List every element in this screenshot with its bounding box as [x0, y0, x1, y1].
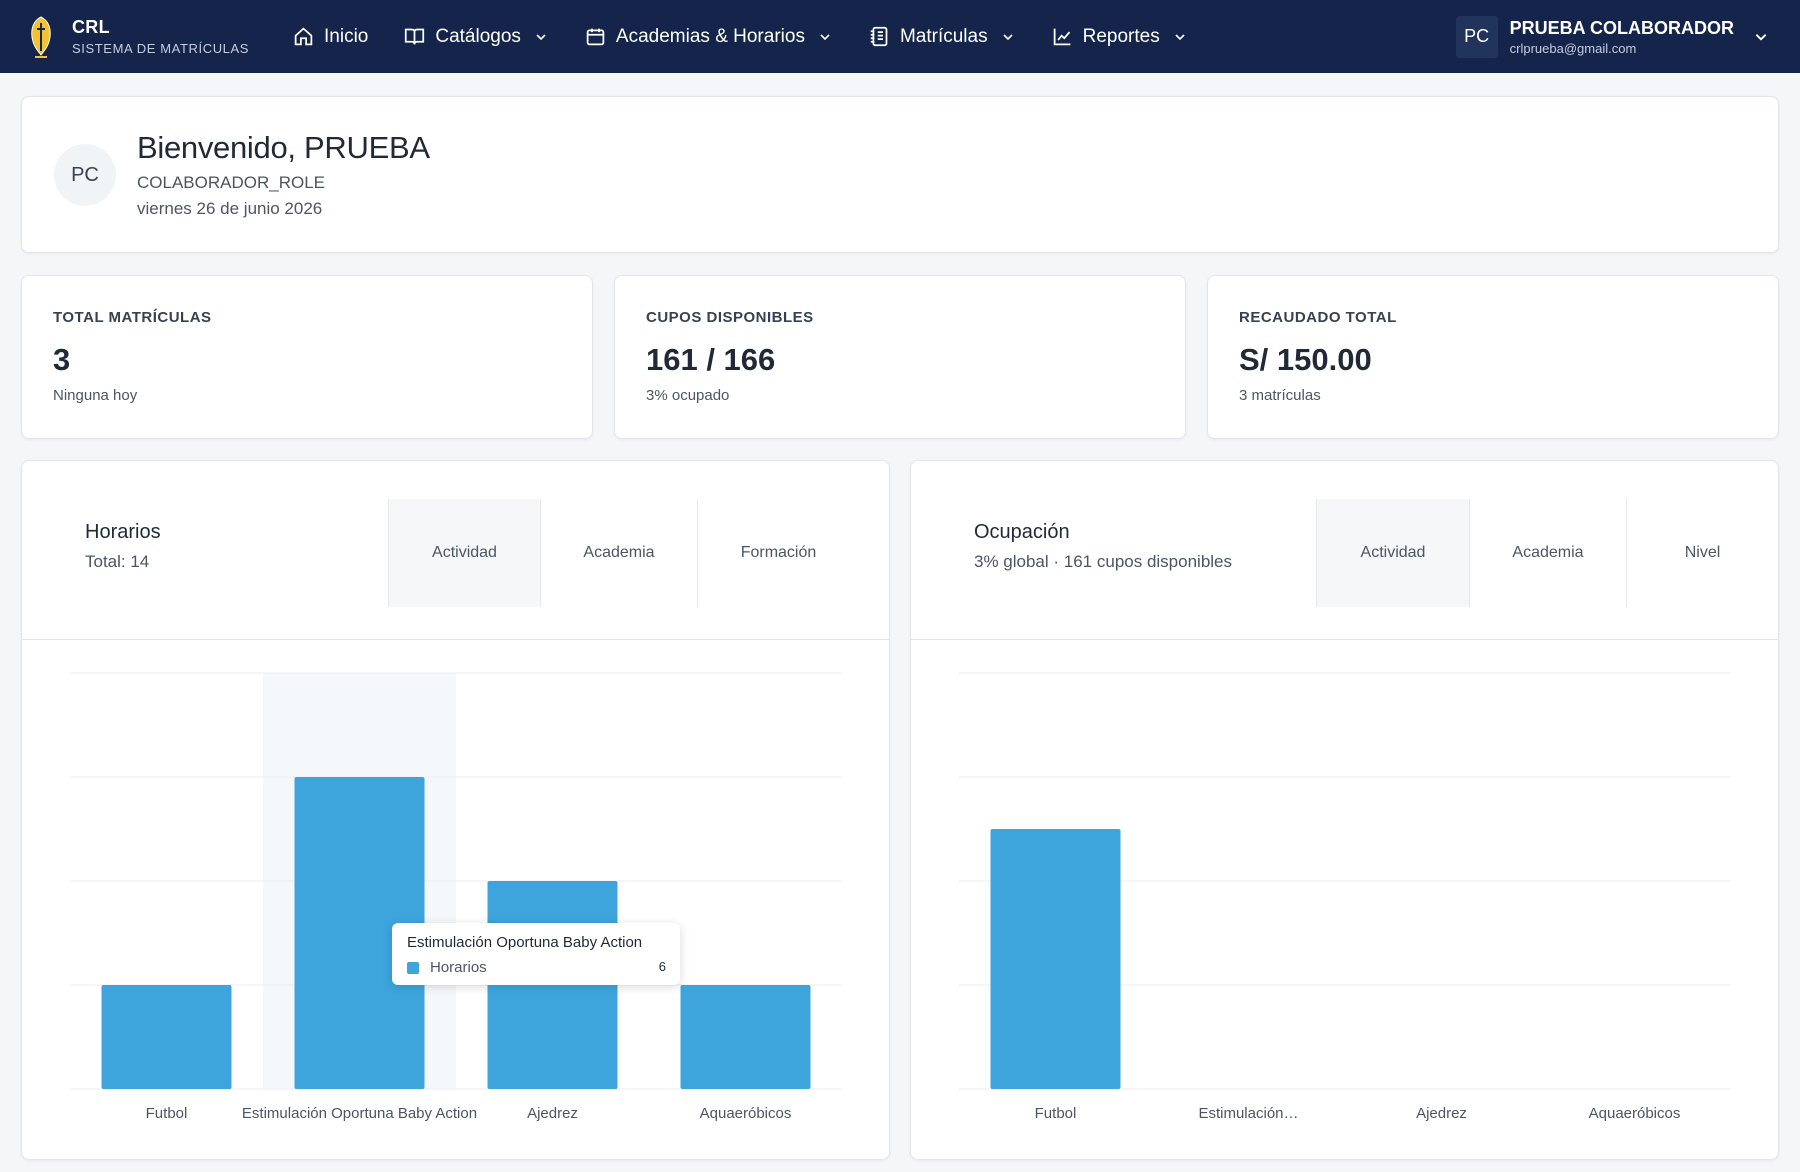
- x-tick-label: Estimulación…: [1198, 1105, 1298, 1122]
- top-navbar: CRL SISTEMA DE MATRÍCULAS Inicio Catálog…: [0, 0, 1800, 73]
- horarios-bar-chart: Futbol Estimulación Oportuna Baby Action A…: [70, 672, 842, 1122]
- book-icon: [405, 28, 425, 45]
- stat-value: S/ 150.00: [1239, 342, 1372, 377]
- stat-subtext: Ninguna hoy: [53, 387, 138, 404]
- ocupacion-chart-card: Ocupación 3% global · 161 cupos disponib…: [910, 460, 1779, 1160]
- welcome-card: PC Bienvenido, PRUEBA COLABORADOR_ROLE v…: [21, 96, 1779, 253]
- ocupacion-bar-chart: Futbol Estimulación… Ajedrez Aquaeróbicos: [959, 672, 1731, 1122]
- chart-tabs: Actividad Academia Formación: [388, 499, 859, 607]
- brand[interactable]: CRL SISTEMA DE MATRÍCULAS: [28, 15, 290, 59]
- chart-title: Ocupación: [974, 521, 1070, 543]
- stat-value: 161 / 166: [646, 342, 776, 377]
- chevron-down-icon: [1755, 33, 1767, 41]
- brand-subtitle: SISTEMA DE MATRÍCULAS: [72, 41, 250, 56]
- calendar-icon: [586, 28, 605, 46]
- tab-actividad[interactable]: Actividad: [388, 499, 540, 607]
- x-tick-label: Futbol: [1035, 1105, 1077, 1122]
- nav-label-catalogos: Catálogos: [435, 25, 521, 47]
- nav-item-inicio[interactable]: Inicio: [293, 0, 368, 73]
- x-tick-label: Aquaeróbicos: [1589, 1105, 1681, 1122]
- tab-formacion[interactable]: Formación: [697, 499, 859, 607]
- stat-card-cupos-disponibles: CUPOS DISPONIBLES 161 / 166 3% ocupado: [614, 275, 1186, 439]
- user-email: crlprueba@gmail.com: [1509, 40, 1637, 56]
- crl-logo: [31, 15, 51, 58]
- chart-title: Horarios: [85, 521, 161, 543]
- nav-item-matriculas[interactable]: Matrículas: [869, 0, 1014, 73]
- tab-nivel[interactable]: Nivel: [1626, 499, 1778, 607]
- x-tick-label: Ajedrez: [527, 1105, 578, 1122]
- tab-academia[interactable]: Academia: [540, 499, 697, 607]
- x-tick-label: Aquaeróbicos: [700, 1105, 792, 1122]
- chart-tabs: Actividad Academia Nivel: [1316, 499, 1778, 607]
- nav-label-matriculas: Matrículas: [899, 25, 988, 47]
- stat-label: CUPOS DISPONIBLES: [646, 309, 814, 326]
- nav-item-academias-horarios[interactable]: Academias & Horarios: [585, 0, 831, 73]
- nav-item-reportes[interactable]: Reportes: [1052, 0, 1186, 73]
- tooltip-swatch: [407, 962, 419, 974]
- nav-item-catalogos[interactable]: Catálogos: [404, 0, 547, 73]
- stat-label: RECAUDADO TOTAL: [1239, 309, 1397, 326]
- nav-label-academias-horarios: Academias & Horarios: [615, 25, 805, 47]
- bar-ajedrez[interactable]: [487, 881, 618, 1089]
- bar-aquaer-bicos[interactable]: [680, 985, 811, 1089]
- nav-label-reportes: Reportes: [1082, 25, 1160, 47]
- current-date: viernes 26 de junio 2026: [137, 199, 323, 218]
- stat-card-total-matriculas: TOTAL MATRÍCULAS 3 Ninguna hoy: [21, 275, 593, 439]
- page-title: Bienvenido, PRUEBA: [137, 130, 430, 165]
- chart-header: Ocupación 3% global · 161 cupos disponib…: [911, 461, 1778, 640]
- chevron-down-icon: [820, 33, 830, 40]
- bar-futbol[interactable]: [990, 829, 1121, 1089]
- x-tick-label: Ajedrez: [1416, 1105, 1467, 1122]
- stat-card-recaudado-total: RECAUDADO TOTAL S/ 150.00 3 matrículas: [1207, 275, 1779, 439]
- horarios-chart-card: Horarios Total: 14 Actividad Academia Fo…: [21, 460, 890, 1160]
- home-icon: [294, 27, 313, 46]
- chart-tooltip: Estimulación Oportuna Baby Action Horari…: [392, 923, 680, 985]
- tooltip-title: Estimulación Oportuna Baby Action: [407, 934, 643, 951]
- chart-subtitle: Total: 14: [85, 552, 150, 571]
- tab-actividad[interactable]: Actividad: [1316, 499, 1469, 607]
- bar-futbol[interactable]: [101, 985, 232, 1089]
- avatar: PC: [54, 144, 116, 206]
- chevron-down-icon: [1175, 33, 1185, 40]
- notebook-icon: [870, 26, 888, 47]
- user-role: COLABORADOR_ROLE: [137, 173, 325, 192]
- stat-label: TOTAL MATRÍCULAS: [53, 309, 212, 326]
- stat-subtext: 3 matrículas: [1239, 387, 1321, 404]
- tooltip-series: Horarios: [430, 959, 487, 976]
- brand-name: CRL: [72, 17, 110, 37]
- chevron-down-icon: [1003, 33, 1013, 40]
- line-chart-icon: [1053, 28, 1070, 46]
- user-avatar: PC: [1455, 15, 1498, 58]
- nav-label-inicio: Inicio: [324, 25, 369, 47]
- user-name: PRUEBA COLABORADOR: [1509, 17, 1734, 38]
- stat-value: 3: [53, 342, 71, 377]
- stat-subtext: 3% ocupado: [646, 387, 730, 404]
- chevron-down-icon: [536, 33, 546, 40]
- chart-header: Horarios Total: 14 Actividad Academia Fo…: [22, 461, 889, 640]
- chart-subtitle: 3% global · 161 cupos disponibles: [974, 552, 1233, 571]
- x-tick-label: Futbol: [146, 1105, 188, 1122]
- main-nav: Inicio Catálogos Academias & Horarios Ma…: [290, 0, 1186, 73]
- user-menu[interactable]: PC PRUEBA COLABORADOR crlprueba@gmail.co…: [1455, 0, 1768, 73]
- x-tick-label: Estimulación Oportuna Baby Action: [242, 1105, 477, 1122]
- tooltip-value: 6: [658, 959, 666, 974]
- tab-academia[interactable]: Academia: [1469, 499, 1626, 607]
- bar-estimulaci-n-oportuna-baby-action[interactable]: [294, 777, 425, 1089]
